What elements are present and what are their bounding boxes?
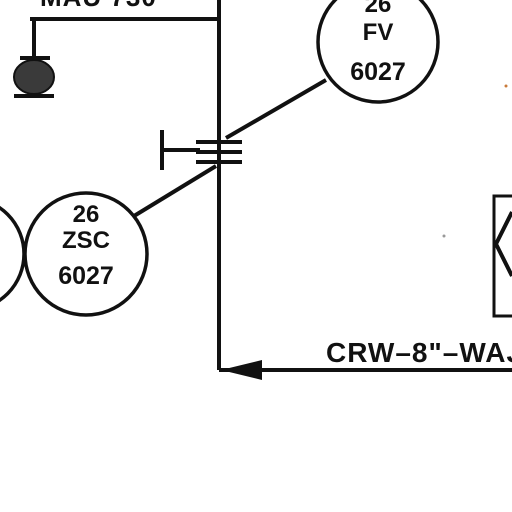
zsc-loop-number: 26 — [73, 201, 100, 228]
fv-bubble — [316, 0, 440, 104]
right-box-chevron-icon — [493, 211, 512, 277]
speck — [504, 84, 508, 88]
top-line-label: MAU 730 — [40, 0, 157, 12]
fv-loop-number: 26 — [365, 0, 392, 18]
fv-function: FV — [363, 19, 394, 46]
zsc-tag-number: 6027 — [58, 262, 114, 290]
speck — [442, 234, 446, 238]
fv-connection-line — [224, 78, 328, 140]
instrument-fv: 26 FV 6027 — [316, 0, 440, 104]
partial-left-bubble — [0, 205, 26, 303]
flow-arrow-icon — [221, 360, 262, 380]
zsc-function: ZSC — [62, 227, 110, 254]
pipe-line-label: CRW–8"–WAJ– — [326, 337, 512, 368]
actuator-dome-icon — [13, 59, 55, 95]
instrument-zsc: 26 ZSC 6027 — [23, 191, 149, 317]
zsc-connection-line — [132, 164, 218, 218]
fv-tag-number: 6027 — [350, 58, 406, 86]
